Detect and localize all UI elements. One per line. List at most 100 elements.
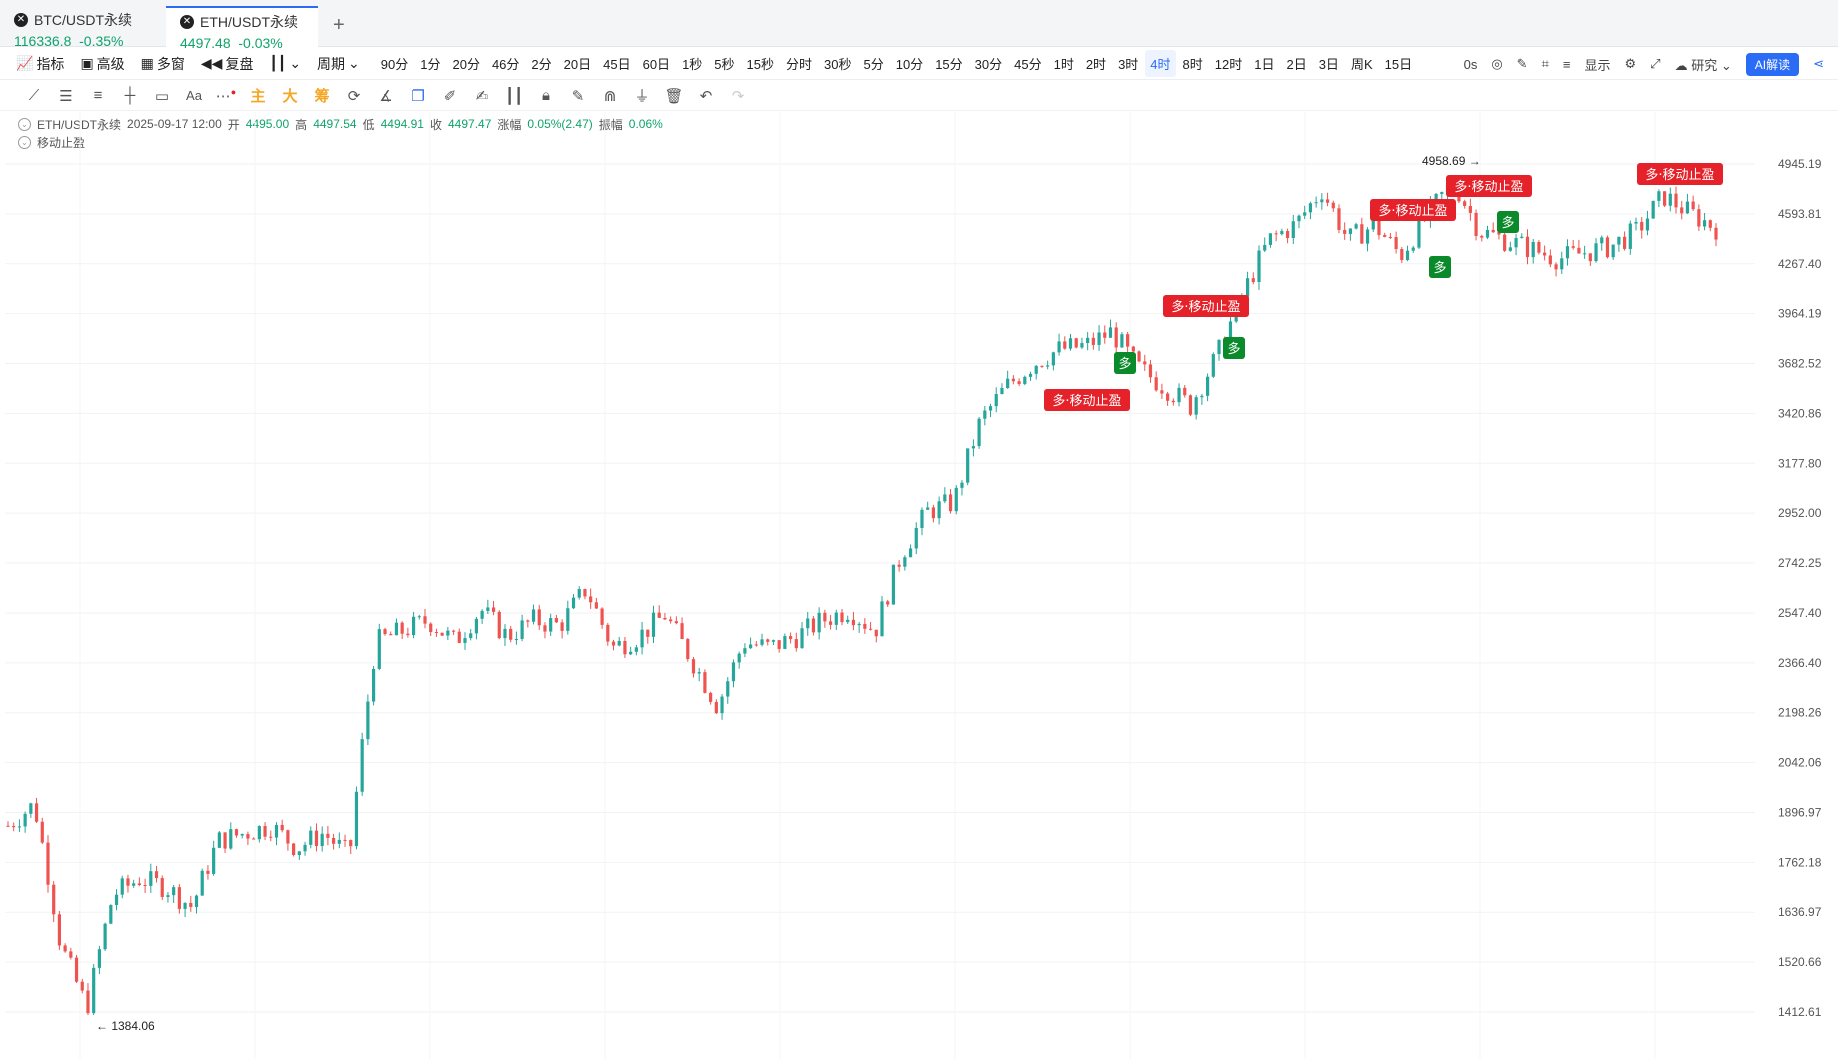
- take-profit-signal[interactable]: 多·移动止盈: [1370, 199, 1456, 221]
- display-button[interactable]: 显示: [1584, 57, 1611, 73]
- collapse-icon[interactable]: ⌄: [18, 117, 31, 131]
- long-signal[interactable]: 多: [1497, 211, 1519, 233]
- filter-icon[interactable]: ⏚: [634, 88, 650, 105]
- candle-body: [491, 607, 496, 612]
- sync-icon[interactable]: ⟳: [347, 87, 361, 105]
- candle-tool-icon[interactable]: ┃┃: [504, 87, 524, 105]
- candle-body: [731, 662, 736, 682]
- magnet-icon[interactable]: ⋒: [603, 87, 617, 105]
- collapse-icon[interactable]: ⌄: [18, 135, 31, 149]
- period-item[interactable]: 1时: [1053, 57, 1074, 72]
- period-button[interactable]: 周期 ⌄: [317, 54, 360, 74]
- indicator-button[interactable]: 📈 指标: [16, 54, 64, 74]
- text-tool[interactable]: Aa: [186, 88, 202, 103]
- take-profit-signal[interactable]: 多·移动止盈: [1163, 295, 1249, 317]
- candle-body: [297, 851, 301, 855]
- advanced-button[interactable]: ▣ 高级: [80, 54, 124, 74]
- multi-window-button[interactable]: ▦ 多窗: [141, 54, 185, 74]
- crop-icon[interactable]: ⌗: [1541, 56, 1549, 71]
- candle-body: [172, 887, 176, 896]
- period-item[interactable]: 15日: [1384, 57, 1413, 72]
- period-item[interactable]: 8时: [1182, 57, 1203, 72]
- channel-icon[interactable]: ≡: [93, 87, 103, 104]
- period-item[interactable]: 20分: [452, 57, 480, 72]
- parallel-lines-icon[interactable]: ☰: [59, 87, 73, 105]
- price-tick-label: 2366.40: [1778, 656, 1822, 670]
- period-item[interactable]: 15分: [935, 57, 963, 72]
- replay-button[interactable]: ◀◀ 复盘: [201, 54, 254, 74]
- period-item[interactable]: 1秒: [682, 57, 703, 72]
- period-item[interactable]: 45分: [1014, 57, 1042, 72]
- tab-eth[interactable]: ✕ ETH/USDT永续 4497.48 -0.03%: [166, 6, 318, 51]
- period-item[interactable]: 46分: [491, 57, 520, 72]
- take-profit-signal[interactable]: 多·移动止盈: [1446, 175, 1532, 197]
- take-profit-signal[interactable]: 多·移动止盈: [1044, 389, 1130, 411]
- period-item[interactable]: 2时: [1085, 57, 1107, 72]
- note-icon[interactable]: ✎: [571, 87, 585, 105]
- long-signal[interactable]: 多: [1114, 352, 1136, 374]
- period-item[interactable]: 1分: [420, 57, 441, 72]
- research-button[interactable]: ☁ 研究 ⌄: [1675, 55, 1732, 74]
- pencil-icon[interactable]: ✎: [1516, 56, 1528, 71]
- close-icon[interactable]: ✕: [14, 13, 28, 27]
- period-item[interactable]: 3日: [1318, 57, 1339, 72]
- candle-body: [1514, 238, 1518, 248]
- horizontal-line-icon[interactable]: ┼: [124, 87, 136, 104]
- period-item[interactable]: 12时: [1214, 57, 1243, 72]
- list-icon[interactable]: ≡: [1562, 56, 1571, 72]
- period-item[interactable]: 4时: [1145, 50, 1176, 77]
- ruler-icon[interactable]: ✐: [443, 87, 457, 105]
- main-chart-button[interactable]: 主: [250, 88, 266, 105]
- fullscreen-icon[interactable]: ⤢: [1650, 56, 1661, 71]
- brush-icon[interactable]: ✍: [475, 87, 489, 105]
- period-item[interactable]: 10分: [895, 57, 924, 72]
- candle-body: [326, 833, 330, 838]
- candlestick-chart[interactable]: 4945.19 4593.81 4267.40 3964.19 3682.52 3420.…: [0, 112, 1838, 1059]
- candle-type-button[interactable]: ┃┃ ⌄: [269, 55, 301, 72]
- gear-icon[interactable]: ⚙: [1624, 56, 1637, 71]
- add-tab-button[interactable]: +: [333, 14, 345, 36]
- camera-icon[interactable]: ◎: [1491, 56, 1503, 71]
- tab-btc[interactable]: ✕ BTC/USDT永续 116336.8 -0.35%: [0, 6, 165, 49]
- redo-icon[interactable]: ↷: [731, 87, 745, 105]
- big-button[interactable]: 大: [282, 88, 298, 105]
- candle-body: [280, 824, 284, 831]
- period-item[interactable]: 60日: [642, 57, 671, 72]
- long-signal[interactable]: 多: [1429, 256, 1451, 278]
- candle-body: [1691, 201, 1695, 210]
- more-icon[interactable]: ⋯●: [215, 86, 237, 105]
- trash-icon[interactable]: 🗑︎: [664, 87, 684, 105]
- ai-interpret-button[interactable]: AI解读: [1745, 52, 1800, 76]
- close-icon[interactable]: ✕: [180, 15, 194, 29]
- period-item[interactable]: 20日: [563, 57, 592, 72]
- take-profit-signal[interactable]: 多·移动止盈: [1637, 163, 1723, 185]
- candle-body: [149, 871, 153, 886]
- rectangle-icon[interactable]: ▭: [154, 87, 170, 105]
- trendline-icon[interactable]: ⟋: [28, 87, 40, 104]
- lock-icon[interactable]: 🔒︎: [542, 87, 550, 104]
- period-item[interactable]: 5分: [863, 57, 884, 72]
- period-item[interactable]: 3时: [1118, 57, 1139, 72]
- period-item[interactable]: 15秒: [746, 57, 774, 72]
- candle-body: [606, 624, 610, 642]
- candle-body: [371, 668, 376, 702]
- chips-button[interactable]: 筹: [314, 88, 330, 105]
- measure-icon[interactable]: ∡: [379, 87, 393, 105]
- period-item[interactable]: 5秒: [714, 57, 735, 72]
- period-item[interactable]: 2日: [1286, 57, 1307, 72]
- period-item[interactable]: 30秒: [824, 57, 852, 72]
- share-icon[interactable]: ⋖: [1813, 56, 1824, 71]
- long-signal[interactable]: 多: [1223, 337, 1245, 359]
- copy-icon[interactable]: ❐: [411, 87, 425, 105]
- period-item[interactable]: 30分: [974, 57, 1003, 72]
- period-item[interactable]: 45日: [603, 57, 631, 72]
- period-item[interactable]: 90分: [380, 57, 409, 72]
- period-item[interactable]: 周K: [1350, 57, 1373, 72]
- undo-icon[interactable]: ↶: [699, 87, 713, 105]
- candle-body: [640, 629, 644, 648]
- period-item[interactable]: 1日: [1254, 57, 1275, 72]
- candle-body: [303, 844, 307, 852]
- period-item[interactable]: 2分: [531, 57, 552, 72]
- candle-body: [114, 894, 119, 906]
- period-item[interactable]: 分时: [786, 57, 813, 72]
